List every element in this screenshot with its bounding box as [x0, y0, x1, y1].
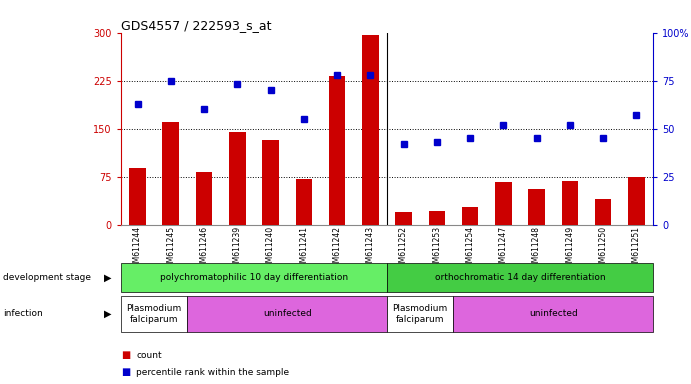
Bar [296, 179, 312, 225]
Text: Plasmodium
falciparum: Plasmodium falciparum [392, 304, 448, 324]
Bar [529, 189, 545, 225]
Text: ▶: ▶ [104, 272, 112, 283]
Text: ■: ■ [121, 350, 130, 360]
Bar [428, 210, 445, 225]
Text: polychromatophilic 10 day differentiation: polychromatophilic 10 day differentiatio… [160, 273, 348, 282]
Bar [595, 199, 612, 225]
Bar [162, 122, 179, 225]
Bar [229, 132, 245, 225]
Bar [628, 177, 645, 225]
Text: orthochromatic 14 day differentiation: orthochromatic 14 day differentiation [435, 273, 605, 282]
Bar [462, 207, 478, 225]
Bar [329, 76, 346, 225]
Text: uninfected: uninfected [263, 310, 312, 318]
Bar [395, 212, 412, 225]
Bar [495, 182, 511, 225]
Text: ▶: ▶ [104, 309, 112, 319]
Text: infection: infection [3, 310, 44, 318]
Bar [263, 139, 279, 225]
Text: ■: ■ [121, 367, 130, 377]
Bar [562, 181, 578, 225]
Text: Plasmodium
falciparum: Plasmodium falciparum [126, 304, 182, 324]
Text: uninfected: uninfected [529, 310, 578, 318]
Text: development stage: development stage [3, 273, 91, 282]
Text: percentile rank within the sample: percentile rank within the sample [136, 368, 290, 377]
Text: GDS4557 / 222593_s_at: GDS4557 / 222593_s_at [121, 19, 272, 32]
Bar [362, 35, 379, 225]
Bar [129, 168, 146, 225]
Bar [196, 172, 212, 225]
Text: count: count [136, 351, 162, 360]
